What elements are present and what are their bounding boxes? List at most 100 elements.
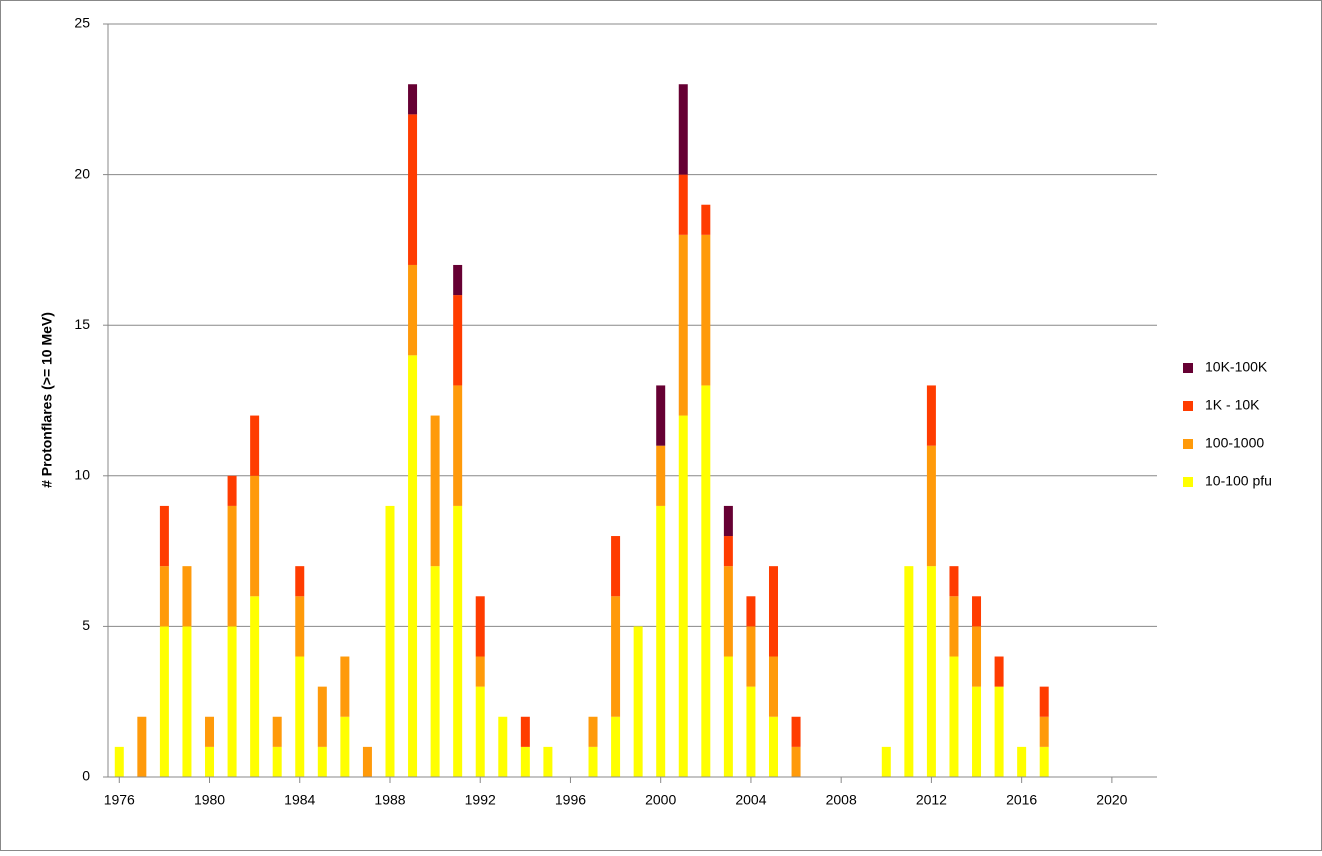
y-tick-label: 15 xyxy=(74,316,90,332)
bar-segment xyxy=(633,626,643,777)
bar-segment xyxy=(498,716,508,777)
bar-segment xyxy=(949,566,959,597)
y-tick-label: 10 xyxy=(74,467,90,483)
bar-segment xyxy=(791,716,801,747)
x-tick-label: 1980 xyxy=(194,792,225,808)
bar-segment xyxy=(250,475,260,597)
bar-segment xyxy=(453,295,463,386)
x-tick-label: 2016 xyxy=(1006,792,1037,808)
x-tick-label: 2012 xyxy=(916,792,947,808)
bar-segment xyxy=(430,415,440,567)
bar-segment xyxy=(159,566,169,627)
bar-segment xyxy=(340,656,350,717)
bar-segment xyxy=(723,566,733,657)
bar-segment xyxy=(137,716,147,777)
x-tick-label: 1988 xyxy=(374,792,405,808)
x-tick-label: 1992 xyxy=(465,792,496,808)
legend-swatch xyxy=(1183,439,1193,449)
bar-segment xyxy=(182,626,192,777)
bar-segment xyxy=(949,596,959,657)
bar-segment xyxy=(1039,746,1049,777)
bar-segment xyxy=(949,656,959,777)
x-tick-label: 1996 xyxy=(555,792,586,808)
bar-segment xyxy=(205,746,215,777)
bar-segment xyxy=(656,385,666,446)
bar-segment xyxy=(227,475,237,506)
bar-segment xyxy=(408,355,418,777)
bar-segment xyxy=(678,84,688,175)
bar-segment xyxy=(926,385,936,446)
bar-segment xyxy=(994,656,1004,687)
bar-segment xyxy=(340,716,350,777)
legend-label: 1K - 10K xyxy=(1205,397,1260,413)
bar-segment xyxy=(678,415,688,777)
bar-segment xyxy=(114,746,124,777)
bar-segment xyxy=(746,686,756,777)
bar-segment xyxy=(972,686,982,777)
bar-segment xyxy=(543,746,553,777)
bar-segment xyxy=(611,596,621,717)
bar-segment xyxy=(475,686,485,777)
x-tick-label: 1976 xyxy=(104,792,135,808)
bar-segment xyxy=(701,204,711,235)
bar-segment xyxy=(656,445,666,506)
x-tick-label: 2008 xyxy=(826,792,857,808)
legend-label: 10-100 pfu xyxy=(1205,473,1272,489)
bar-segment xyxy=(972,626,982,687)
bar-segment xyxy=(295,566,305,597)
bar-segment xyxy=(746,596,756,627)
y-axis-label: # Protonflares (>= 10 MeV) xyxy=(39,312,55,488)
bar-segment xyxy=(701,385,711,777)
bar-segment xyxy=(678,234,688,416)
legend-swatch xyxy=(1183,477,1193,487)
x-tick-label: 2000 xyxy=(645,792,676,808)
bar-segment xyxy=(250,596,260,777)
x-tick-label: 2020 xyxy=(1096,792,1127,808)
bar-segment xyxy=(408,114,418,265)
y-tick-label: 20 xyxy=(74,165,90,181)
bar-segment xyxy=(588,746,598,777)
bar-segment xyxy=(453,505,463,777)
bar-segment xyxy=(723,656,733,777)
bar-segment xyxy=(926,445,936,567)
bar-segment xyxy=(205,716,215,747)
bar-segment xyxy=(1039,686,1049,717)
bar-segment xyxy=(520,746,530,777)
bar-segment xyxy=(723,505,733,537)
bar-segment xyxy=(768,656,778,717)
bar-segment xyxy=(408,264,418,356)
bar-segment xyxy=(227,626,237,777)
bar-segment xyxy=(611,716,621,777)
bar-segment xyxy=(768,566,778,657)
bar-segment xyxy=(453,385,463,506)
legend-label: 10K-100K xyxy=(1205,359,1268,375)
y-tick-label: 0 xyxy=(82,768,90,784)
bar-segment xyxy=(385,505,395,777)
bar-segment xyxy=(272,716,282,747)
bar-segment xyxy=(746,626,756,687)
bar-segment xyxy=(453,264,463,296)
bar-segment xyxy=(768,716,778,777)
bar-segment xyxy=(520,716,530,747)
bar-segment xyxy=(227,505,237,627)
legend-label: 100-1000 xyxy=(1205,435,1264,451)
legend-swatch xyxy=(1183,401,1193,411)
bar-segment xyxy=(1039,716,1049,747)
bar-segment xyxy=(475,596,485,657)
x-tick-label: 1984 xyxy=(284,792,315,808)
bar-segment xyxy=(250,415,260,476)
bar-segment xyxy=(904,566,914,777)
bar-segment xyxy=(656,505,666,777)
bar-segment xyxy=(1017,746,1027,777)
bar-segment xyxy=(926,566,936,777)
legend-swatch xyxy=(1183,363,1193,373)
bar-segment xyxy=(408,84,418,115)
bar-segment xyxy=(723,536,733,567)
bar-segment xyxy=(475,656,485,687)
x-tick-label: 2004 xyxy=(735,792,766,808)
bar-segment xyxy=(159,505,169,567)
bar-segment xyxy=(362,746,372,777)
bar-segment xyxy=(430,566,440,777)
bar-segment xyxy=(611,536,621,597)
y-tick-label: 25 xyxy=(74,15,90,31)
